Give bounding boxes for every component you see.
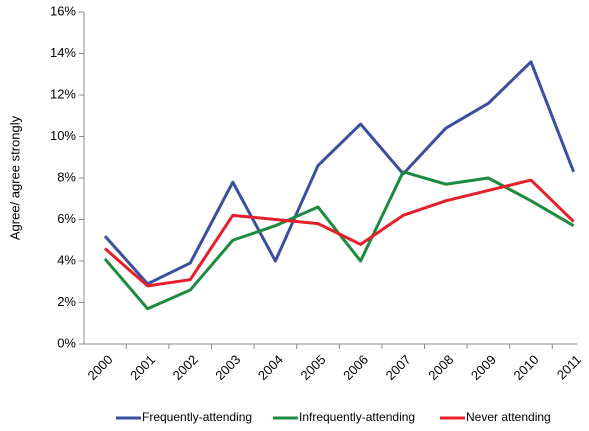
x-tick-label: 2003 xyxy=(212,352,243,383)
x-tick-label: 2002 xyxy=(170,352,201,383)
x-tick-label: 2006 xyxy=(340,352,371,383)
y-tick-label: 0% xyxy=(57,335,76,350)
y-tick-label: 10% xyxy=(50,128,76,143)
y-tick-label: 14% xyxy=(50,45,76,60)
y-axis-label: Agree/ agree strongly xyxy=(7,115,22,240)
series-line xyxy=(104,178,575,288)
x-tick-label: 2011 xyxy=(554,352,584,382)
legend-label: Infrequently-attending xyxy=(299,410,415,424)
x-tick-label: 2007 xyxy=(383,352,414,383)
series-line xyxy=(103,170,575,311)
y-tick-label: 12% xyxy=(50,86,76,101)
x-tick-label: 2005 xyxy=(297,352,328,383)
x-tick-label: 2010 xyxy=(510,352,541,383)
y-tick-label: 8% xyxy=(57,169,76,184)
y-tick-label: 4% xyxy=(57,252,76,267)
y-tick-label: 16% xyxy=(50,3,76,18)
x-tick-label: 2009 xyxy=(468,352,499,383)
legend-label: Never attending xyxy=(466,410,551,424)
legend-label: Frequently-attending xyxy=(142,410,252,424)
y-tick-label: 2% xyxy=(57,294,76,309)
x-tick-label: 2008 xyxy=(425,352,456,383)
x-tick-label: 2000 xyxy=(84,352,115,383)
series-line xyxy=(103,60,575,286)
y-tick-label: 6% xyxy=(57,211,76,226)
x-tick-label: 2004 xyxy=(255,352,286,383)
x-tick-label: 2001 xyxy=(127,352,158,383)
